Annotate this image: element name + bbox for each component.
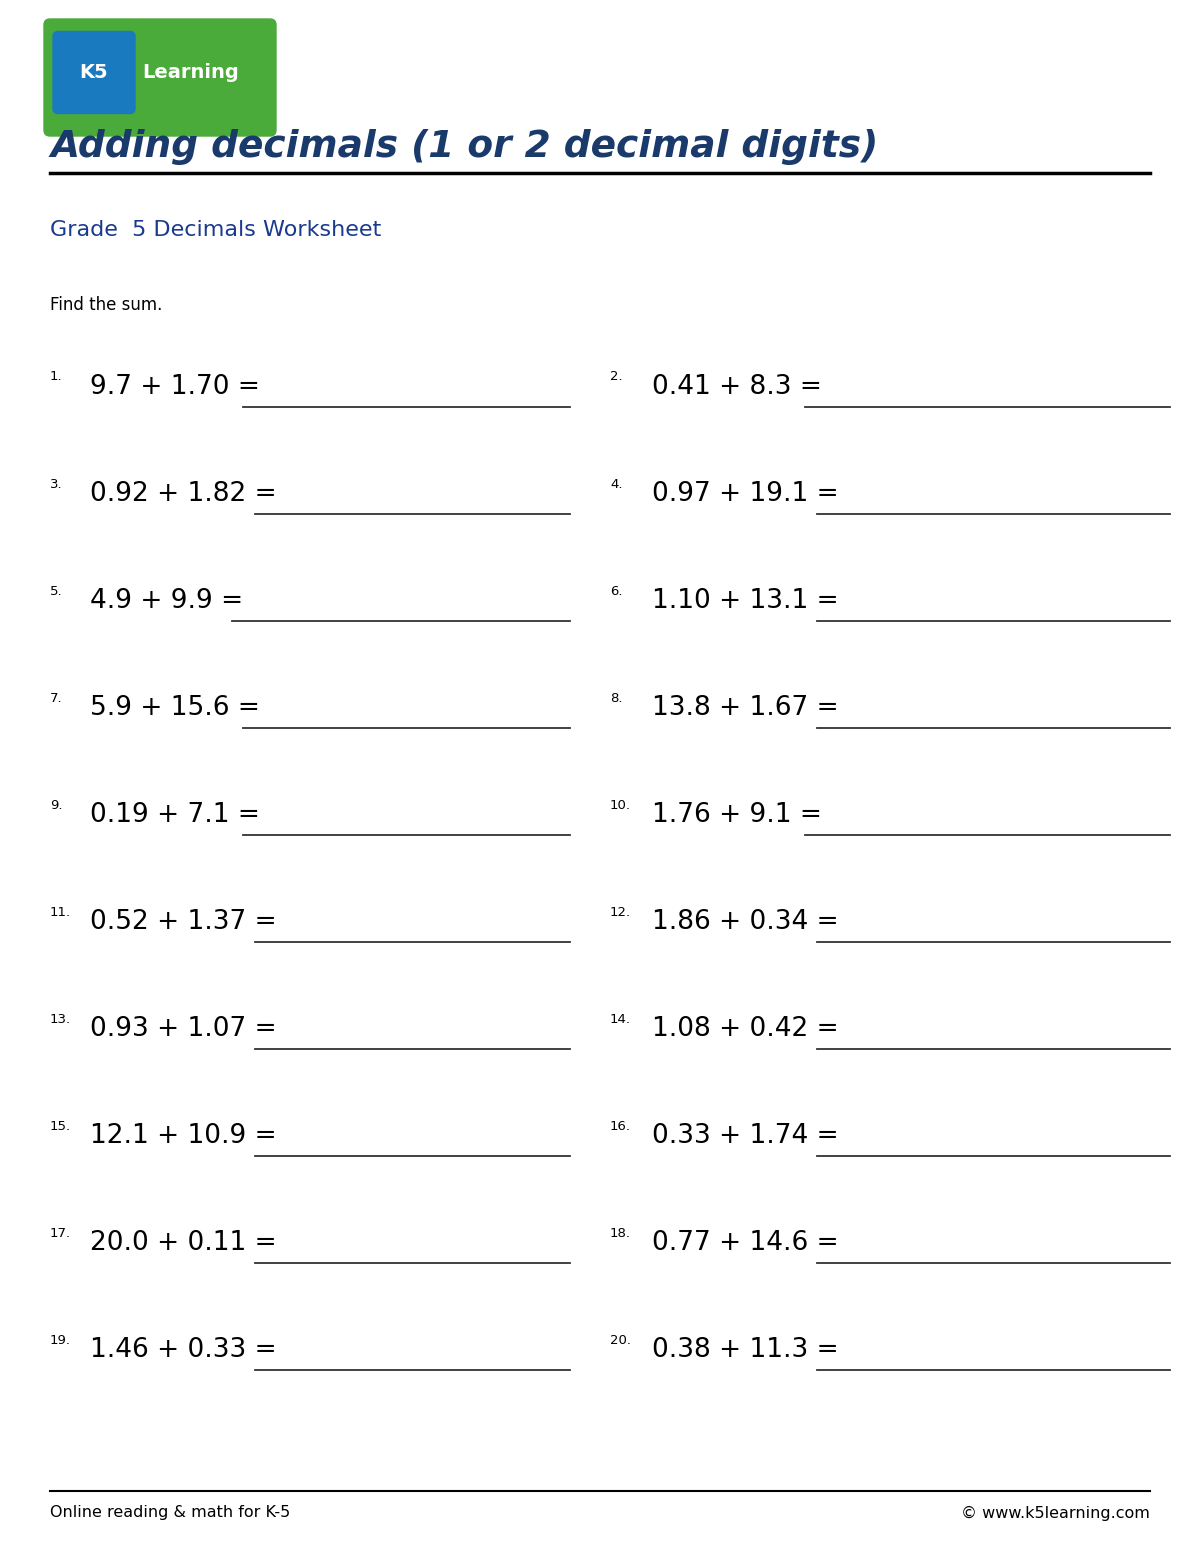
Text: 0.33 + 1.74 =: 0.33 + 1.74 = (652, 1123, 839, 1149)
Text: 1.86 + 0.34 =: 1.86 + 0.34 = (652, 909, 839, 935)
Text: 11.: 11. (50, 905, 71, 918)
Text: 16.: 16. (610, 1120, 631, 1132)
Text: 0.19 + 7.1 =: 0.19 + 7.1 = (90, 801, 260, 828)
FancyBboxPatch shape (53, 31, 134, 113)
Text: 4.: 4. (610, 477, 623, 491)
Text: 7.: 7. (50, 691, 62, 705)
Text: 10.: 10. (610, 798, 631, 812)
Text: 15.: 15. (50, 1120, 71, 1132)
Text: Online reading & math for K-5: Online reading & math for K-5 (50, 1505, 290, 1520)
Text: 1.08 + 0.42 =: 1.08 + 0.42 = (652, 1016, 839, 1042)
Text: 0.52 + 1.37 =: 0.52 + 1.37 = (90, 909, 277, 935)
Text: 5.9 + 15.6 =: 5.9 + 15.6 = (90, 696, 260, 721)
Text: 6.: 6. (610, 584, 623, 598)
FancyBboxPatch shape (44, 19, 276, 137)
Text: 4.9 + 9.9 =: 4.9 + 9.9 = (90, 589, 244, 613)
Text: K5: K5 (79, 64, 108, 82)
Text: 0.93 + 1.07 =: 0.93 + 1.07 = (90, 1016, 277, 1042)
Text: Grade  5 Decimals Worksheet: Grade 5 Decimals Worksheet (50, 221, 382, 241)
Text: 0.97 + 19.1 =: 0.97 + 19.1 = (652, 481, 839, 506)
Text: 12.: 12. (610, 905, 631, 918)
Text: Find the sum.: Find the sum. (50, 297, 162, 314)
Text: 13.8 + 1.67 =: 13.8 + 1.67 = (652, 696, 839, 721)
Text: 0.41 + 8.3 =: 0.41 + 8.3 = (652, 374, 822, 401)
Text: 3.: 3. (50, 477, 62, 491)
Text: 1.46 + 0.33 =: 1.46 + 0.33 = (90, 1337, 277, 1364)
Text: 9.7 + 1.70 =: 9.7 + 1.70 = (90, 374, 260, 401)
Text: 20.0 + 0.11 =: 20.0 + 0.11 = (90, 1230, 277, 1256)
Text: 13.: 13. (50, 1013, 71, 1025)
Text: 2.: 2. (610, 371, 623, 384)
Text: 5.: 5. (50, 584, 62, 598)
Text: 8.: 8. (610, 691, 623, 705)
Text: 19.: 19. (50, 1334, 71, 1346)
Text: 1.: 1. (50, 371, 62, 384)
Text: 1.10 + 13.1 =: 1.10 + 13.1 = (652, 589, 839, 613)
Text: 0.38 + 11.3 =: 0.38 + 11.3 = (652, 1337, 839, 1364)
Text: 9.: 9. (50, 798, 62, 812)
Text: Adding decimals (1 or 2 decimal digits): Adding decimals (1 or 2 decimal digits) (50, 129, 878, 165)
Text: 0.92 + 1.82 =: 0.92 + 1.82 = (90, 481, 277, 506)
Text: © www.k5learning.com: © www.k5learning.com (961, 1505, 1150, 1520)
Text: 20.: 20. (610, 1334, 631, 1346)
Text: 18.: 18. (610, 1227, 631, 1239)
Text: Learning: Learning (142, 64, 239, 82)
Text: 17.: 17. (50, 1227, 71, 1239)
Text: 1.76 + 9.1 =: 1.76 + 9.1 = (652, 801, 822, 828)
Text: 14.: 14. (610, 1013, 631, 1025)
Text: 0.77 + 14.6 =: 0.77 + 14.6 = (652, 1230, 839, 1256)
Text: 12.1 + 10.9 =: 12.1 + 10.9 = (90, 1123, 277, 1149)
